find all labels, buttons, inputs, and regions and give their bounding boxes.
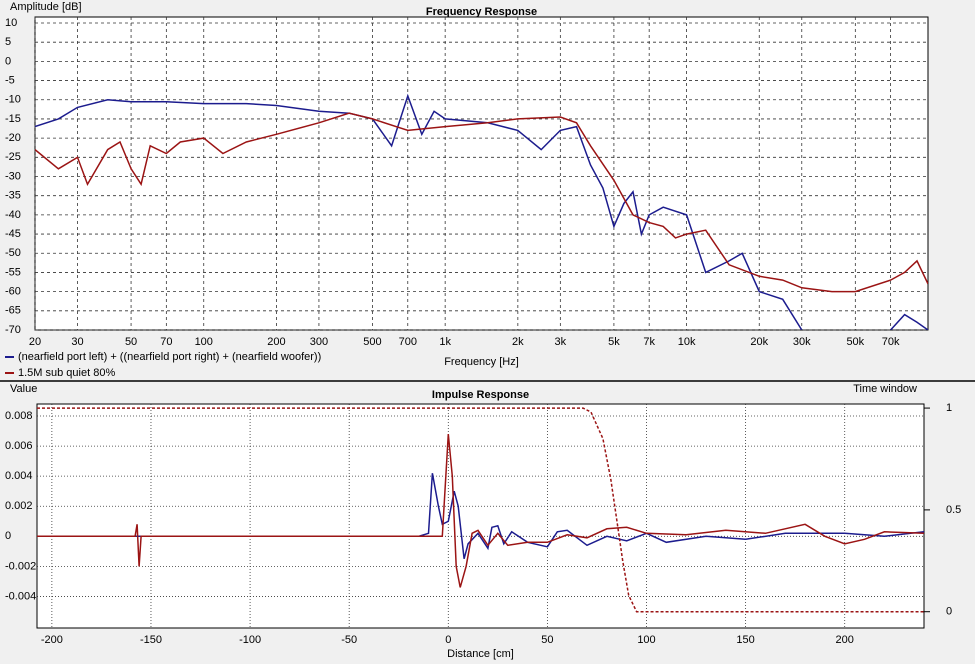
x-tick-label: 3k: [555, 336, 567, 348]
x-tick-label: -100: [239, 634, 261, 646]
y-tick-label: -10: [5, 94, 21, 106]
x-tick-label: 50: [541, 634, 553, 646]
plot-area: [34, 16, 929, 331]
y-tick-label: -50: [5, 247, 21, 259]
y-tick-label: -20: [5, 132, 21, 144]
x-axis-label: Distance [cm]: [447, 648, 514, 660]
x-tick-label: 5k: [608, 336, 620, 348]
x-tick-label: 50k: [846, 336, 864, 348]
y-tick-label: 0.006: [5, 440, 33, 452]
x-tick-label: 100: [195, 336, 213, 348]
x-tick-label: 0: [445, 634, 451, 646]
x-tick-label: 500: [363, 336, 381, 348]
x-tick-label: 20k: [750, 336, 768, 348]
x-tick-label: 100: [637, 634, 655, 646]
x-tick-label: 300: [310, 336, 328, 348]
y-tick-label: 10: [5, 17, 17, 29]
y-tick-label: 0.008: [5, 410, 33, 422]
chart-title: Frequency Response: [426, 6, 537, 18]
y-tick-label: 0.004: [5, 470, 33, 482]
y-tick-label: -15: [5, 113, 21, 125]
x-tick-label: 70: [160, 336, 172, 348]
x-tick-label: 7k: [643, 336, 655, 348]
y-tick-label: -55: [5, 266, 21, 278]
x-tick-label: 30: [71, 336, 83, 348]
x-tick-label: 1k: [439, 336, 451, 348]
series-line: [35, 112, 928, 293]
legend-label: (nearfield port left) + ((nearfield port…: [18, 351, 321, 363]
y-axis-label: Value: [10, 383, 37, 395]
x-tick-label: -150: [140, 634, 162, 646]
chart-title: Impulse Response: [432, 389, 529, 401]
y-tick-label: 0: [5, 530, 11, 542]
y2-tick-label: 0.5: [946, 504, 961, 516]
y-tick-label: -35: [5, 190, 21, 202]
legend-label: 1.5M sub quiet 80%: [18, 367, 115, 379]
x-tick-label: 20: [29, 336, 41, 348]
y-tick-label: -25: [5, 151, 21, 163]
y2-tick-label: 0: [946, 606, 952, 618]
y-tick-label: -45: [5, 228, 21, 240]
series-line: [35, 93, 928, 330]
x-tick-label: 150: [736, 634, 754, 646]
x-tick-label: 10k: [678, 336, 696, 348]
x-tick-label: 50: [125, 336, 137, 348]
y-tick-label: -70: [5, 324, 21, 336]
x-tick-label: 200: [836, 634, 854, 646]
y-tick-label: 0: [5, 55, 11, 67]
y2-tick-label: 1: [946, 402, 952, 414]
y-tick-label: -40: [5, 209, 21, 221]
x-axis-label: Frequency [Hz]: [444, 356, 519, 368]
y-tick-label: -0.004: [5, 590, 36, 602]
series-line: [37, 407, 924, 613]
y2-axis-label: Time window: [853, 383, 917, 395]
y-tick-label: -30: [5, 170, 21, 182]
plot-area: [36, 403, 925, 629]
y-tick-label: -5: [5, 74, 15, 86]
x-tick-label: 700: [399, 336, 417, 348]
series-line: [37, 434, 924, 588]
y-tick-label: 5: [5, 36, 11, 48]
x-tick-label: -200: [41, 634, 63, 646]
x-tick-label: 70k: [882, 336, 900, 348]
x-tick-label: -50: [341, 634, 357, 646]
y-axis-label: Amplitude [dB]: [10, 1, 82, 13]
y-tick-label: 0.002: [5, 500, 33, 512]
x-tick-label: 200: [267, 336, 285, 348]
x-tick-label: 2k: [512, 336, 524, 348]
y-tick-label: -65: [5, 305, 21, 317]
y-tick-label: -60: [5, 286, 21, 298]
x-tick-label: 30k: [793, 336, 811, 348]
y-tick-label: -0.002: [5, 560, 36, 572]
